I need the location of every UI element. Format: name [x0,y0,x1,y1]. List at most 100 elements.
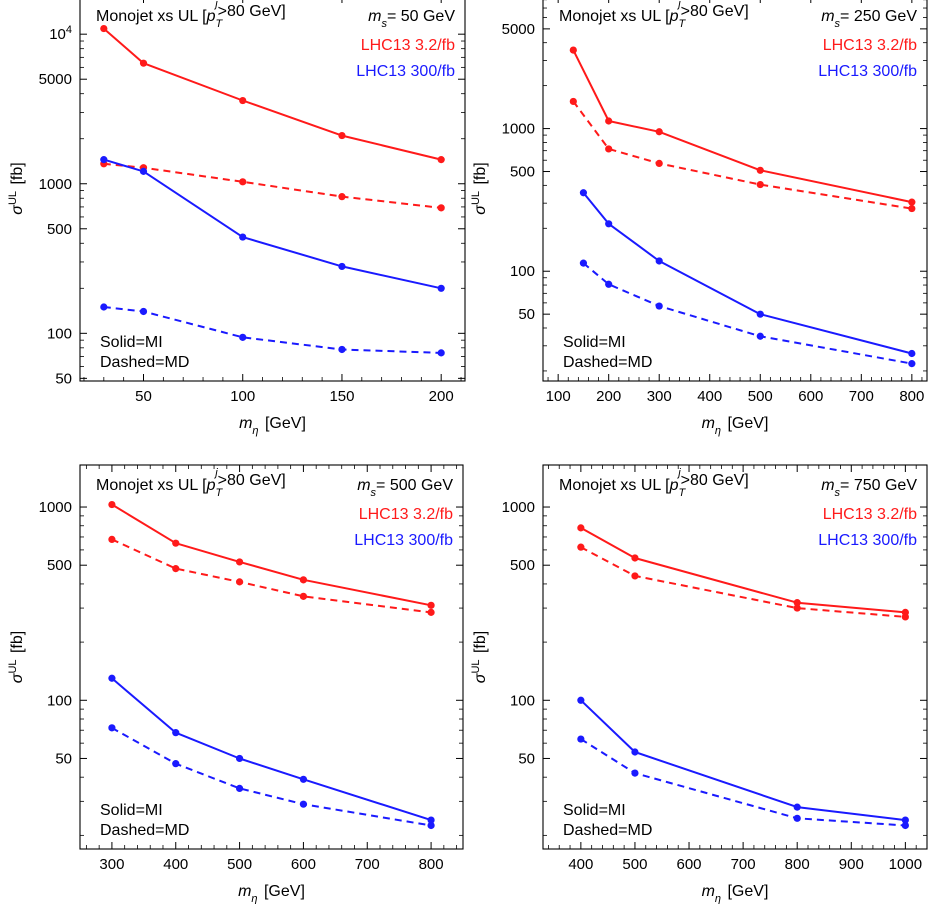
data-point-blue-solid [756,310,764,318]
data-point-blue-dashed [235,784,244,792]
x-tick-label: 900 [839,856,864,873]
y-tick-label: 1000 [502,499,535,516]
data-point-blue-dashed [655,302,663,310]
chart-panel-1: 50 100 150 200 50 100 500 1000 5000 104 mη [GeV] σU… [7,0,466,437]
data-point-blue-solid [338,262,346,271]
data-point-blue-dashed [577,735,585,743]
x-tick-label: 50 [135,388,152,405]
data-point-red-solid [793,599,801,607]
legend-entry-blue: LHC13 300/fb [356,63,455,80]
series-line-red-dashed [580,546,906,618]
style-note-solid: Solid=MI [563,802,626,819]
data-point-red-dashed [655,159,663,168]
legend-entry-red: LHC13 3.2/fb [823,37,917,54]
y-tick-label: 50 [518,306,535,323]
x-tick-label: 700 [355,856,380,873]
x-axis-label: mη [GeV] [238,883,305,904]
data-point-red-solid [139,59,148,67]
data-point-red-dashed [631,572,639,580]
data-point-red-dashed [605,145,613,153]
data-point-blue-dashed [756,332,764,340]
y-tick-label: 50 [518,750,535,767]
data-point-red-solid [235,558,244,566]
y-tick-label: 5000 [502,21,535,38]
x-tick-label: 100 [230,388,255,405]
legend-entry-red: LHC13 3.2/fb [361,37,455,54]
data-point-blue-solid [631,748,639,756]
data-point-red-dashed [756,180,764,189]
series-line-red-dashed [103,162,442,209]
y-tick-label: 100 [510,263,535,280]
data-point-red-dashed [235,578,244,586]
y-tick-label: 100 [47,325,72,342]
data-point-blue-solid [172,729,180,737]
series-line-blue-solid [111,677,432,822]
data-point-red-solid [100,24,108,33]
data-point-red-dashed [338,193,346,201]
data-point-red-dashed [793,604,801,612]
chart-panel-3: 300 400 500 600 700 800 50 100 500 1000 mη [GeV] σU… [7,464,464,904]
data-point-blue-dashed [108,724,116,732]
data-point-red-dashed [569,97,577,106]
chart-panel-4: 400 500 600 700 800 900 1000 50 100 500 1000 mη [Ge… [470,464,928,904]
plot-frame [542,464,928,850]
x-tick-label: 150 [329,388,354,405]
x-tick-label: 600 [798,388,823,405]
x-tick-label: 400 [697,388,722,405]
y-tick-label: 500 [47,557,72,574]
data-point-red-solid [631,554,639,562]
y-tick-label: 104 [49,24,72,43]
series-line-blue-solid [580,699,906,822]
mass-label: ms= 750 GeV [821,477,917,499]
data-point-blue-dashed [338,345,346,354]
mass-label: ms= 50 GeV [368,8,455,30]
series-line-red-dashed [572,100,912,210]
data-point-blue-dashed [901,821,909,830]
data-point-blue-dashed [172,760,180,768]
plot-frame [79,0,466,382]
legend-entry-red: LHC13 3.2/fb [823,506,917,523]
y-tick-label: 50 [55,370,72,387]
series-line-blue-dashed [582,262,912,365]
data-point-blue-solid [108,674,116,682]
series-line-blue-dashed [111,727,432,827]
data-point-red-solid [655,128,663,136]
x-axis-label: mη [GeV] [702,883,769,904]
panel-title: Monojet xs UL [pTj>80 GeV] [96,467,286,499]
x-axis-label: mη [GeV] [702,415,769,437]
x-tick-label: 800 [419,856,444,873]
x-tick-label: 400 [163,856,188,873]
data-point-blue-solid [901,816,909,824]
data-point-red-solid [172,539,180,547]
legend-entry-red: LHC13 3.2/fb [359,506,453,523]
data-point-red-solid [299,576,308,584]
x-tick-label: 500 [227,856,252,873]
data-point-red-solid [756,166,764,174]
style-note-dashed: Dashed=MD [563,354,652,371]
y-tick-label: 100 [510,692,535,709]
y-tick-label: 50 [55,750,72,767]
x-tick-label: 200 [429,388,454,405]
data-point-blue-dashed [299,800,308,808]
y-axis-label: σUL [fb] [470,162,489,214]
plot-frame [79,464,464,850]
data-point-blue-solid [239,233,247,241]
x-tick-label: 1000 [889,856,922,873]
y-tick-label: 500 [47,221,72,238]
data-point-blue-solid [577,696,585,704]
panel-title: Monojet xs UL [pTj>80 GeV] [559,467,749,499]
x-tick-label: 300 [647,388,672,405]
x-tick-label: 300 [99,856,124,873]
data-point-red-dashed [299,592,308,600]
data-point-red-solid [338,131,346,140]
x-axis-label: mη [GeV] [239,415,306,437]
series-line-blue-dashed [103,306,442,354]
y-axis-label: σUL [fb] [7,631,26,683]
data-point-red-solid [427,601,435,609]
legend-entry-blue: LHC13 300/fb [818,532,917,549]
style-note-dashed: Dashed=MD [563,822,652,839]
x-tick-label: 100 [546,388,571,405]
panel-title: Monojet xs UL [pTj>80 GeV] [96,0,286,30]
data-point-blue-dashed [793,814,801,822]
data-point-red-dashed [427,608,435,616]
